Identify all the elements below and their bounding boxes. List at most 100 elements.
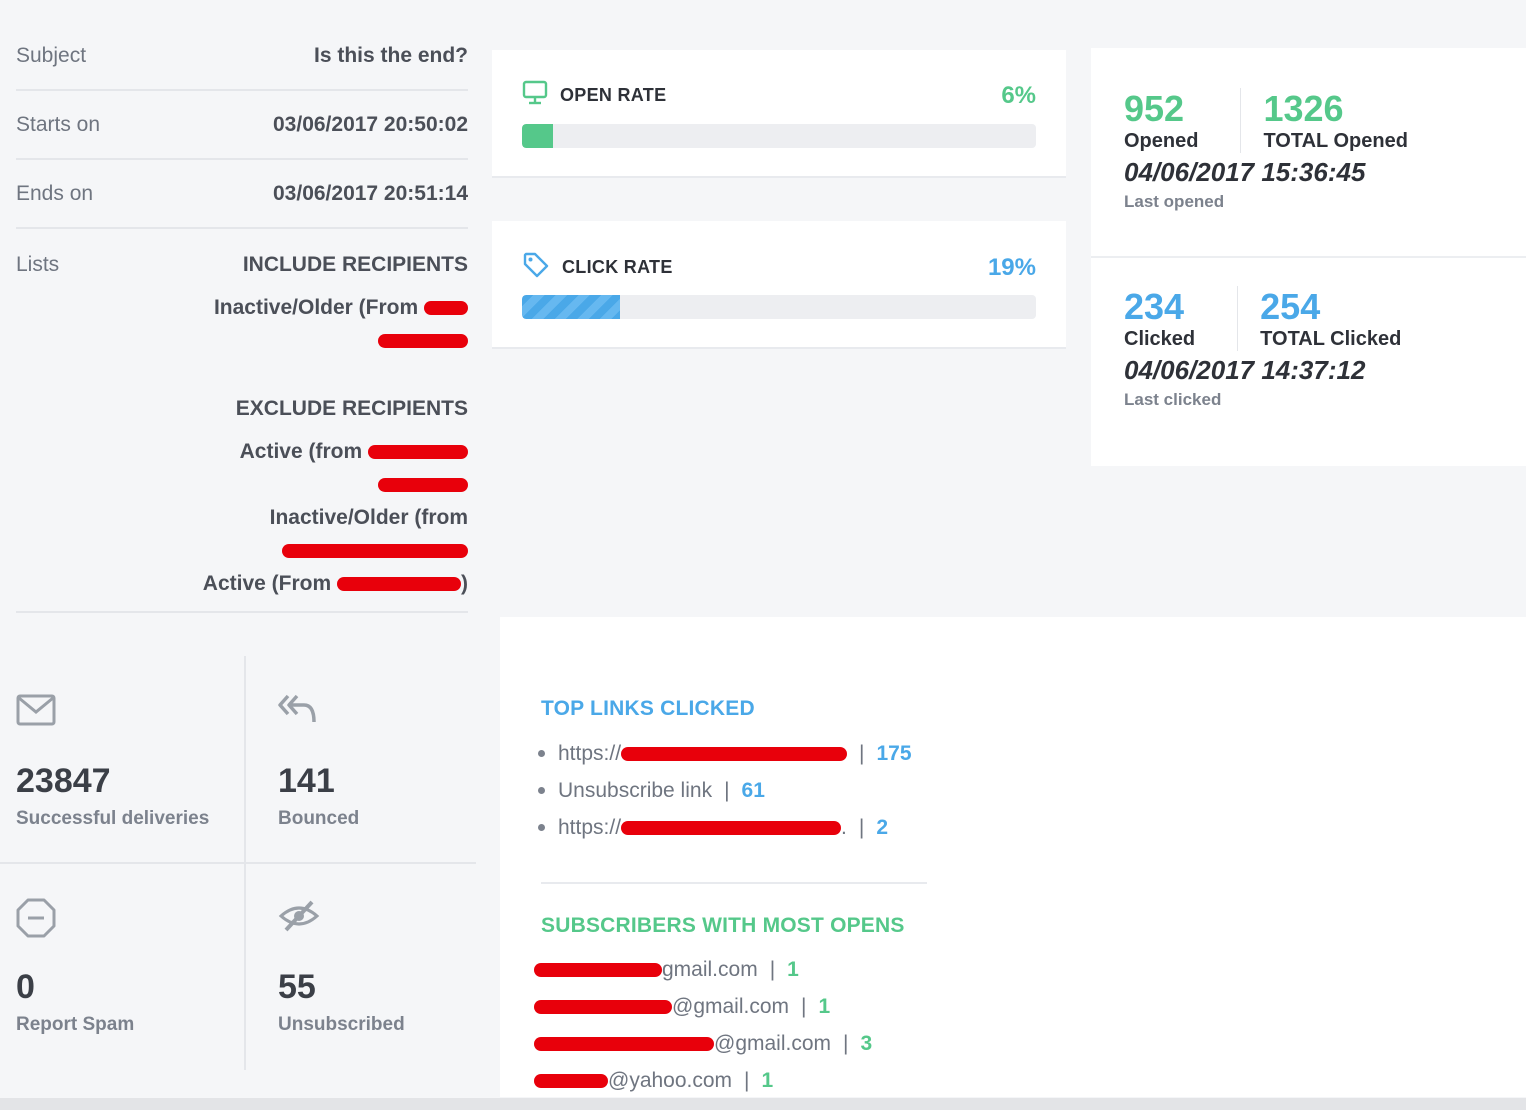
clicked-label: Clicked — [1124, 328, 1196, 350]
lists-row: Lists INCLUDE RECIPIENTS Inactive/Older … — [16, 229, 468, 613]
total-opened-value: 1326 — [1263, 88, 1344, 129]
exclude-list-text: Inactive/Older (from — [269, 506, 468, 529]
unsubscribed-stat: 55 Unsubscribed — [262, 862, 492, 1068]
exclude-list-text: Active (From — [202, 572, 332, 595]
total-clicked-stat: 254 TOTAL Clicked — [1237, 286, 1431, 351]
include-list-item-cont — [188, 324, 468, 357]
redaction-mark — [534, 962, 662, 977]
top-links-list: https:// | 175 Unsubscribe link | 61 htt… — [538, 735, 938, 846]
delivery-divider-horizontal — [0, 862, 476, 864]
link-url[interactable]: https:// — [558, 741, 622, 765]
subscriber-open-count: 1 — [818, 994, 831, 1018]
starts-value: 03/06/2017 20:50:02 — [273, 112, 468, 136]
bounced-label: Bounced — [278, 808, 360, 829]
ends-row: Ends on 03/06/2017 20:51:14 — [16, 160, 468, 229]
exclude-heading: EXCLUDE RECIPIENTS — [235, 397, 468, 420]
subscriber-item[interactable]: @yahoo.com | 1 — [534, 1062, 934, 1099]
link-item[interactable]: Unsubscribe link | 61 — [538, 772, 938, 809]
redaction-mark — [337, 577, 461, 592]
report-spam-stat: 0 Report Spam — [0, 862, 230, 1068]
subject-value: Is this the end? — [313, 43, 468, 67]
total-opened-label: TOTAL Opened — [1263, 130, 1408, 152]
exclude-list-item[interactable]: Inactive/Older (from — [188, 501, 468, 534]
exclude-list-item[interactable]: Active (from — [188, 435, 468, 468]
link-click-count: 175 — [876, 741, 912, 765]
last-clicked-label: Last clicked — [1124, 390, 1222, 409]
exclude-list-text: Active (from — [239, 440, 363, 463]
top-links-title: TOP LINKS CLICKED — [541, 697, 755, 720]
subscriber-open-count: 1 — [761, 1068, 774, 1092]
total-opened-stat: 1326 TOTAL Opened — [1240, 88, 1437, 153]
starts-label: Starts on — [16, 112, 101, 136]
successful-deliveries-stat: 23847 Successful deliveries — [0, 656, 230, 862]
monitor-icon — [522, 80, 548, 111]
link-click-count: 2 — [876, 815, 889, 839]
engagement-stats-panel: 952 Opened 1326 TOTAL Opened 04/06/2017 … — [1091, 48, 1526, 466]
eye-slash-icon — [278, 898, 320, 939]
link-url[interactable]: Unsubscribe link — [558, 778, 713, 802]
redaction-mark — [534, 1036, 714, 1051]
report-spam-label: Report Spam — [16, 1014, 135, 1035]
successful-deliveries-label: Successful deliveries — [16, 808, 210, 829]
link-click-count: 61 — [741, 778, 765, 802]
redaction-mark — [368, 445, 468, 460]
include-heading: INCLUDE RECIPIENTS — [242, 253, 468, 276]
clicked-value: 234 — [1124, 286, 1185, 327]
reply-all-icon — [278, 692, 318, 731]
click-rate-percent: 19% — [987, 253, 1036, 281]
open-rate-percent: 6% — [1001, 81, 1036, 109]
redaction-mark — [378, 334, 468, 349]
total-clicked-value: 254 — [1260, 286, 1321, 327]
link-item[interactable]: https:// | 175 — [538, 735, 938, 772]
click-rate-title: CLICK RATE — [562, 257, 673, 277]
page-bottom-scrollbar[interactable] — [0, 1098, 1526, 1110]
exclude-list-item[interactable]: Active (From ) — [188, 567, 468, 600]
subscriber-email: @gmail.com — [672, 994, 790, 1018]
envelope-icon — [16, 692, 56, 733]
link-item[interactable]: https:// . | 2 — [538, 809, 938, 846]
tag-icon — [522, 251, 550, 284]
opened-value: 952 — [1124, 88, 1185, 129]
open-rate-title: OPEN RATE — [560, 85, 667, 105]
links-divider — [541, 882, 927, 884]
opens-block: 952 Opened 1326 TOTAL Opened 04/06/2017 … — [1124, 88, 1526, 212]
stats-divider — [1091, 256, 1526, 258]
last-opened-date: 04/06/2017 15:36:45 — [1124, 157, 1366, 187]
lists-label: Lists — [16, 253, 60, 276]
subscriber-open-count: 3 — [860, 1031, 873, 1055]
open-rate-bar — [522, 124, 1036, 148]
redaction-mark — [534, 999, 672, 1014]
redaction-mark — [282, 544, 468, 559]
total-clicked-label: TOTAL Clicked — [1260, 328, 1402, 350]
clicked-stat: 234 Clicked — [1124, 286, 1225, 351]
link-url[interactable]: https:// — [558, 815, 622, 839]
most-opens-list: gmail.com | 1 @gmail.com | 1 @gmail.com … — [534, 951, 934, 1099]
redaction-mark — [424, 301, 468, 316]
minus-circle-icon — [16, 898, 56, 943]
redaction-mark — [621, 820, 842, 835]
opened-label: Opened — [1124, 130, 1199, 152]
ends-label: Ends on — [16, 181, 94, 205]
redaction-mark — [621, 746, 848, 761]
subscriber-item[interactable]: gmail.com | 1 — [534, 951, 934, 988]
subject-row: Subject Is this the end? — [16, 22, 468, 91]
click-rate-bar — [522, 295, 1036, 319]
report-spam-value: 0 — [16, 968, 35, 1006]
click-rate-card: CLICK RATE 19% — [492, 221, 1066, 349]
clicks-block: 234 Clicked 254 TOTAL Clicked 04/06/2017… — [1124, 286, 1526, 410]
include-list-item[interactable]: Inactive/Older (From — [188, 291, 468, 324]
last-clicked-date: 04/06/2017 14:37:12 — [1124, 355, 1366, 385]
links-panel: TOP LINKS CLICKED https:// | 175 Unsubsc… — [500, 617, 1526, 1097]
open-rate-bar-fill — [522, 124, 553, 148]
subscriber-item[interactable]: @gmail.com | 3 — [534, 1025, 934, 1062]
click-rate-bar-fill — [522, 295, 620, 319]
bounced-value: 141 — [278, 762, 335, 800]
bounced-stat: 141 Bounced — [262, 656, 492, 862]
successful-deliveries-value: 23847 — [16, 762, 111, 800]
starts-row: Starts on 03/06/2017 20:50:02 — [16, 91, 468, 160]
exclude-list-close: ) — [461, 572, 468, 595]
subscriber-item[interactable]: @gmail.com | 1 — [534, 988, 934, 1025]
redaction-mark — [534, 1073, 608, 1088]
subscriber-email: @yahoo.com — [608, 1068, 733, 1092]
most-opens-title: SUBSCRIBERS WITH MOST OPENS — [541, 914, 905, 937]
